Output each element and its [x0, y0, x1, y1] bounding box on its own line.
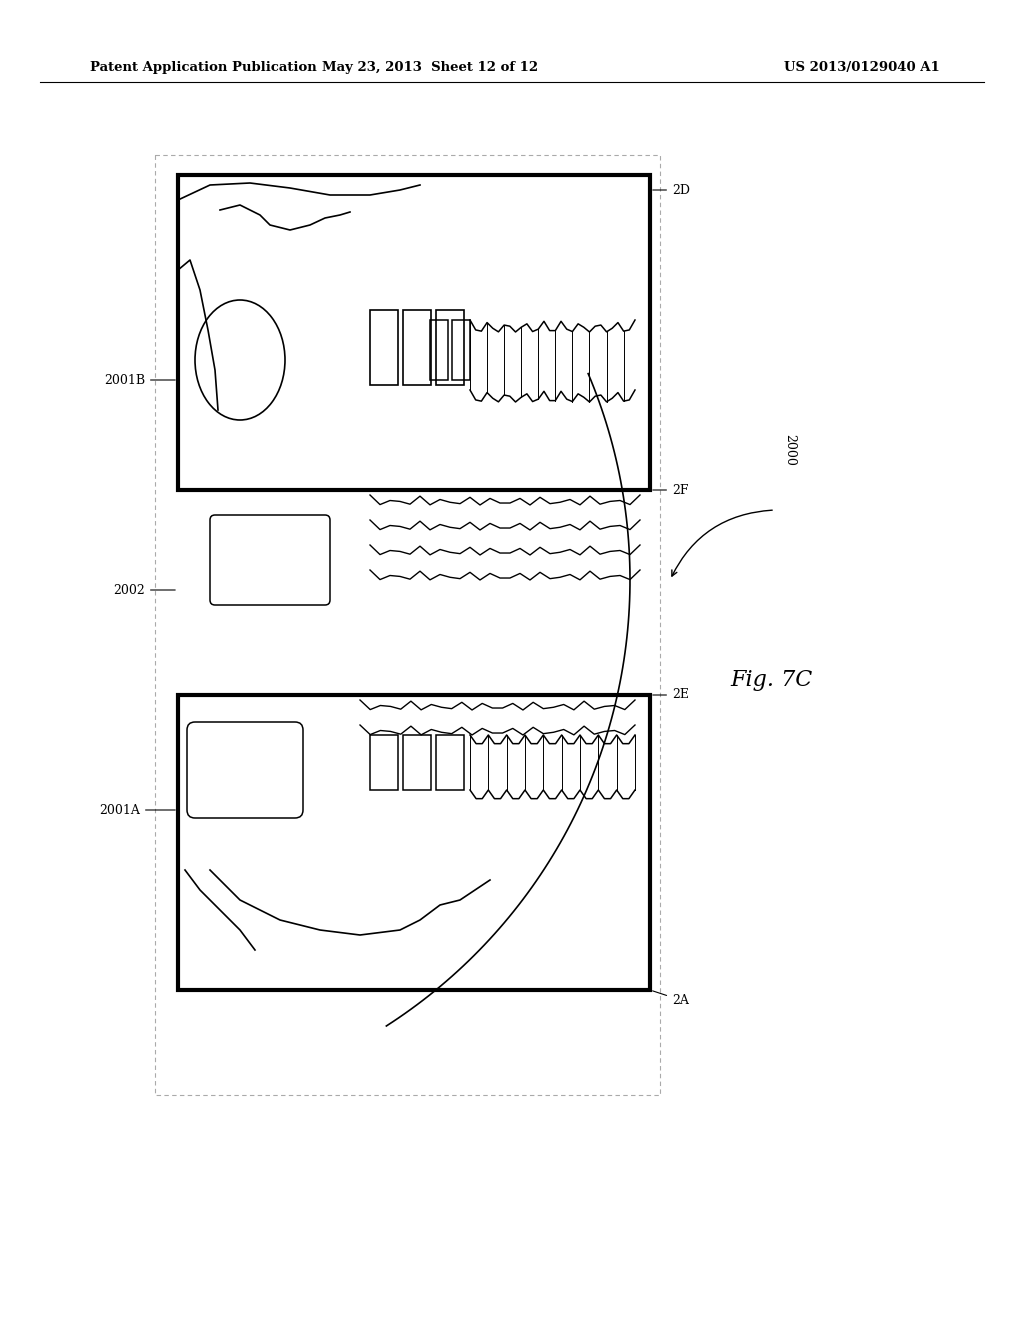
Text: May 23, 2013  Sheet 12 of 12: May 23, 2013 Sheet 12 of 12 — [322, 62, 538, 74]
Bar — [452, 319, 470, 380]
Bar — [436, 735, 464, 789]
Text: Fig. 7C: Fig. 7C — [730, 669, 812, 690]
Text: 2002: 2002 — [114, 583, 175, 597]
Bar — [436, 310, 464, 385]
Bar — [403, 735, 431, 789]
Bar — [370, 735, 398, 789]
Text: 2000: 2000 — [783, 434, 797, 466]
Text: 2A: 2A — [652, 991, 689, 1006]
Bar — [178, 176, 650, 490]
Text: 2001B: 2001B — [103, 374, 175, 387]
Bar — [370, 310, 398, 385]
Text: 2F: 2F — [652, 483, 688, 496]
Text: 2001A: 2001A — [99, 804, 175, 817]
Text: 2E: 2E — [652, 689, 689, 701]
FancyArrowPatch shape — [672, 510, 772, 576]
Bar — [155, 154, 660, 1096]
Bar — [430, 319, 449, 380]
Bar — [178, 696, 650, 990]
Bar — [403, 310, 431, 385]
Text: Patent Application Publication: Patent Application Publication — [90, 62, 316, 74]
Text: 2D: 2D — [652, 183, 690, 197]
Text: US 2013/0129040 A1: US 2013/0129040 A1 — [784, 62, 940, 74]
